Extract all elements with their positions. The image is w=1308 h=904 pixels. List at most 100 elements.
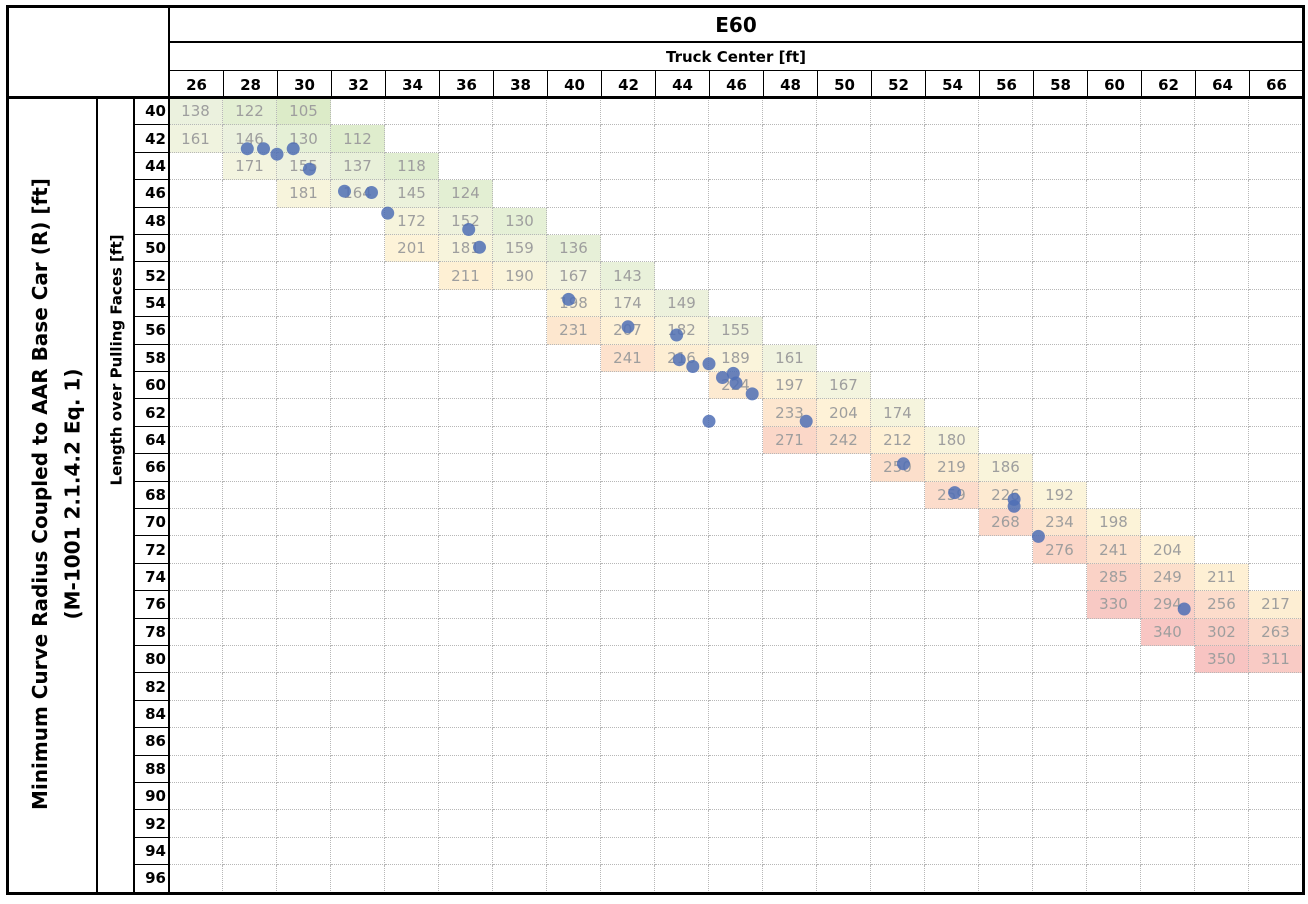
empty-cell	[493, 509, 547, 537]
empty-cell	[817, 207, 871, 235]
cell-value: 138	[181, 102, 210, 121]
column-header: 38	[493, 71, 547, 98]
empty-cell	[1141, 289, 1195, 318]
cell-value: 122	[235, 102, 264, 121]
empty-cell	[439, 317, 493, 345]
empty-cell	[1195, 399, 1249, 427]
empty-cell	[601, 810, 655, 838]
empty-cell	[1141, 180, 1195, 208]
empty-cell	[1033, 372, 1087, 400]
empty-cell	[601, 728, 655, 756]
cell-value: 276	[1045, 540, 1074, 559]
empty-cell	[1141, 646, 1195, 674]
cell-value: 217	[1261, 595, 1290, 614]
heatmap-cell: 124	[439, 180, 493, 208]
empty-cell	[925, 837, 979, 866]
empty-cell	[709, 207, 763, 235]
empty-cell	[979, 810, 1033, 838]
empty-cell	[1033, 207, 1087, 235]
empty-cell	[979, 289, 1033, 318]
column-header: 54	[925, 71, 979, 98]
heatmap-cell: 180	[925, 426, 979, 455]
cell-value: 186	[991, 458, 1020, 477]
empty-cell	[1087, 125, 1141, 153]
row-label: 60	[134, 372, 169, 400]
empty-cell	[277, 783, 331, 811]
empty-cell	[763, 454, 817, 482]
empty-cell	[1087, 426, 1141, 455]
empty-cell	[439, 481, 493, 509]
empty-cell	[1141, 673, 1195, 701]
empty-cell	[547, 509, 601, 537]
empty-cell	[1033, 152, 1087, 181]
empty-cell	[547, 865, 601, 893]
empty-cell	[493, 563, 547, 592]
row-label: 86	[134, 728, 169, 756]
empty-cell	[1087, 673, 1141, 701]
empty-cell	[1195, 289, 1249, 318]
empty-cell	[763, 289, 817, 318]
empty-cell	[709, 98, 763, 126]
empty-cell	[655, 728, 709, 756]
empty-cell	[979, 700, 1033, 729]
border-line	[169, 70, 1303, 71]
empty-cell	[817, 235, 871, 263]
empty-cell	[817, 262, 871, 290]
empty-cell	[439, 865, 493, 893]
cell-value: 197	[775, 376, 804, 395]
row-label: 42	[134, 125, 169, 153]
empty-cell	[763, 152, 817, 181]
empty-cell	[871, 344, 925, 372]
empty-cell	[1141, 125, 1195, 153]
empty-cell	[1033, 344, 1087, 372]
heatmap-cell: 250	[871, 454, 925, 482]
empty-cell	[763, 755, 817, 783]
cell-value: 224	[721, 376, 750, 395]
empty-cell	[439, 399, 493, 427]
empty-cell	[1249, 865, 1303, 893]
row-label: 80	[134, 646, 169, 674]
heatmap-cell: 192	[1033, 481, 1087, 509]
empty-cell	[655, 372, 709, 400]
empty-cell	[169, 755, 223, 783]
cell-value: 112	[343, 129, 372, 148]
empty-cell	[331, 618, 385, 646]
empty-cell	[1195, 426, 1249, 455]
heatmap-cell: 167	[547, 262, 601, 290]
cell-value: 152	[451, 211, 480, 230]
empty-cell	[979, 728, 1033, 756]
heatmap-cell: 233	[763, 399, 817, 427]
empty-cell	[277, 536, 331, 564]
empty-cell	[925, 262, 979, 290]
empty-cell	[547, 837, 601, 866]
heatmap-cell: 190	[493, 262, 547, 290]
empty-cell	[601, 865, 655, 893]
empty-cell	[385, 618, 439, 646]
empty-cell	[493, 344, 547, 372]
empty-cell	[1033, 810, 1087, 838]
empty-cell	[277, 399, 331, 427]
empty-cell	[1033, 646, 1087, 674]
empty-cell	[1141, 262, 1195, 290]
empty-cell	[385, 317, 439, 345]
empty-cell	[979, 783, 1033, 811]
empty-cell	[925, 317, 979, 345]
empty-cell	[925, 810, 979, 838]
empty-cell	[763, 700, 817, 729]
empty-cell	[1141, 810, 1195, 838]
empty-cell	[763, 235, 817, 263]
cell-value: 234	[1045, 513, 1074, 532]
empty-cell	[493, 591, 547, 619]
empty-cell	[1249, 344, 1303, 372]
heatmap-cell: 146	[223, 125, 277, 153]
empty-cell	[331, 481, 385, 509]
empty-cell	[817, 728, 871, 756]
empty-cell	[385, 563, 439, 592]
column-header: 48	[763, 71, 817, 98]
cell-value: 146	[235, 129, 264, 148]
empty-cell	[547, 372, 601, 400]
cell-value: 249	[1153, 567, 1182, 586]
empty-cell	[1141, 152, 1195, 181]
empty-cell	[493, 837, 547, 866]
empty-cell	[1033, 865, 1087, 893]
